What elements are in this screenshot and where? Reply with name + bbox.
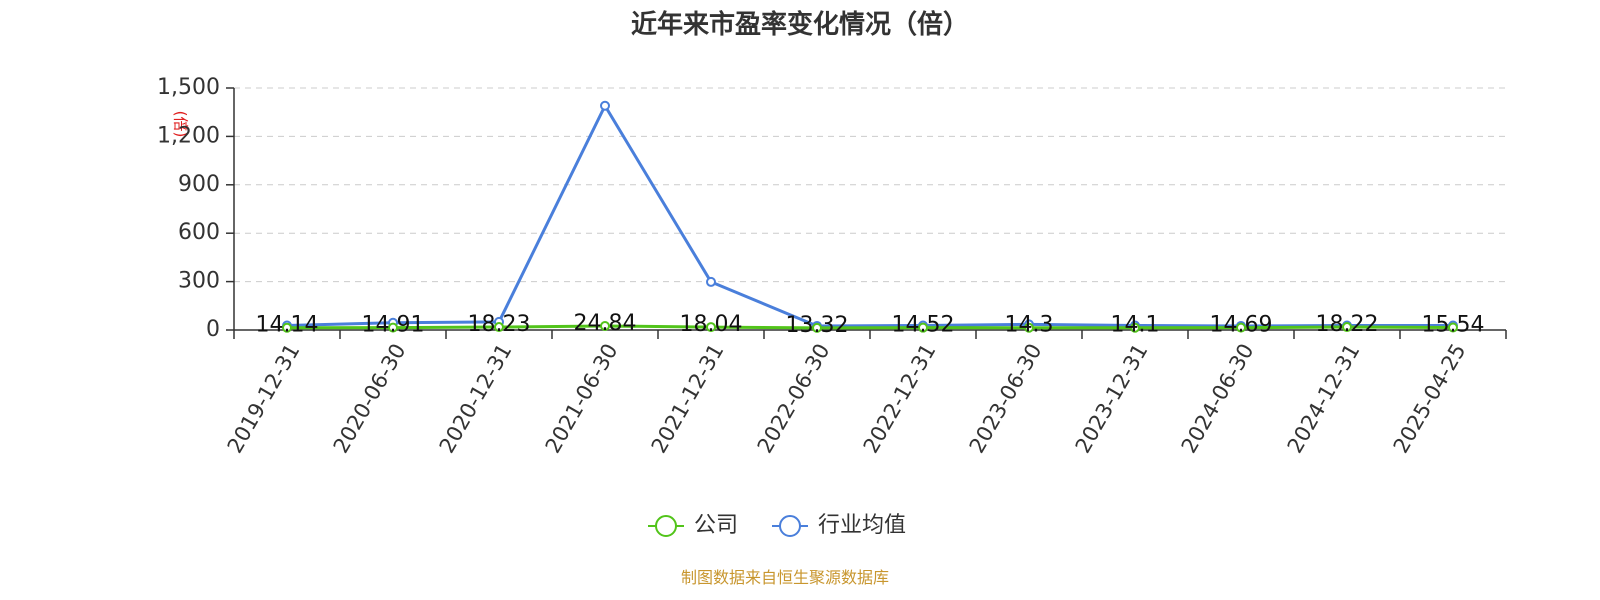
legend: 公司 行业均值 — [648, 513, 906, 538]
x-tick-label: 2019-12-31 — [223, 340, 305, 458]
data-point — [1236, 322, 1246, 333]
legend-marker — [779, 515, 801, 537]
data-point — [1024, 322, 1034, 333]
data-label: 13.32 — [786, 313, 849, 338]
x-tick-label: 2023-06-30 — [965, 340, 1047, 458]
data-label: 14.69 — [1210, 313, 1273, 338]
y-tick-label: 900 — [178, 172, 220, 197]
data-point — [706, 322, 716, 333]
series-line-1 — [286, 104, 1453, 328]
series-line-0 — [286, 324, 1454, 330]
x-tick-label: 2025-04-25 — [1389, 340, 1471, 458]
chart-title: 近年来市盈率变化情况（倍） — [631, 9, 969, 40]
y-tick-label: 1,200 — [157, 123, 220, 148]
legend-marker — [655, 515, 677, 537]
data-point — [706, 276, 716, 287]
x-tick-label: 2022-06-30 — [753, 340, 835, 458]
y-tick-label: 300 — [178, 269, 220, 294]
data-label: 14.52 — [892, 313, 955, 338]
data-point — [1448, 322, 1458, 333]
x-tick-label: 2024-06-30 — [1177, 340, 1259, 458]
data-point — [388, 322, 398, 333]
data-label: 14.3 — [1005, 313, 1054, 338]
data-point — [812, 322, 822, 333]
data-label: 14.14 — [256, 313, 319, 338]
legend-label: 行业均值 — [818, 513, 906, 538]
data-label: 14.1 — [1111, 313, 1160, 338]
x-tick-label: 2023-12-31 — [1071, 340, 1153, 458]
y-axis-unit-label: (倍) — [172, 111, 190, 138]
data-point — [1342, 322, 1352, 333]
data-label: 18.23 — [468, 312, 531, 337]
grid-lines — [234, 87, 1506, 283]
data-point — [494, 322, 504, 333]
data-label: 24.84 — [574, 311, 637, 336]
data-point — [600, 100, 610, 111]
y-tick-label: 600 — [178, 220, 220, 245]
y-tick-label: 1,500 — [157, 75, 220, 100]
series-group — [282, 100, 1458, 333]
x-tick-label: 2024-12-31 — [1283, 340, 1365, 458]
data-point — [918, 322, 928, 333]
x-axis: 2019-12-31 2020-06-30 2020-12-31 2021-06-30… — [223, 329, 1507, 458]
data-labels: 14.14 14.91 18.23 24.84 18.04 13.32 14.52 14.3 1… — [256, 311, 1485, 338]
data-label: 14.91 — [362, 313, 425, 338]
data-point — [1130, 322, 1140, 333]
source-note: 制图数据来自恒生聚源数据库 — [681, 568, 889, 587]
data-label: 15.54 — [1422, 312, 1485, 337]
legend-label: 公司 — [694, 513, 738, 538]
x-tick-label: 2021-06-30 — [541, 340, 623, 458]
x-tick-label: 2022-12-31 — [859, 340, 941, 458]
data-label: 18.04 — [680, 312, 743, 337]
y-axis: 0 300 600 900 1,200 1,500 — [157, 75, 235, 342]
data-point — [600, 320, 610, 331]
y-tick-label: 0 — [206, 317, 220, 342]
x-tick-label: 2021-12-31 — [647, 340, 729, 458]
data-label: 18.22 — [1316, 312, 1379, 337]
data-point — [282, 322, 292, 333]
x-tick-label: 2020-12-31 — [435, 340, 517, 458]
x-tick-label: 2020-06-30 — [329, 340, 411, 458]
